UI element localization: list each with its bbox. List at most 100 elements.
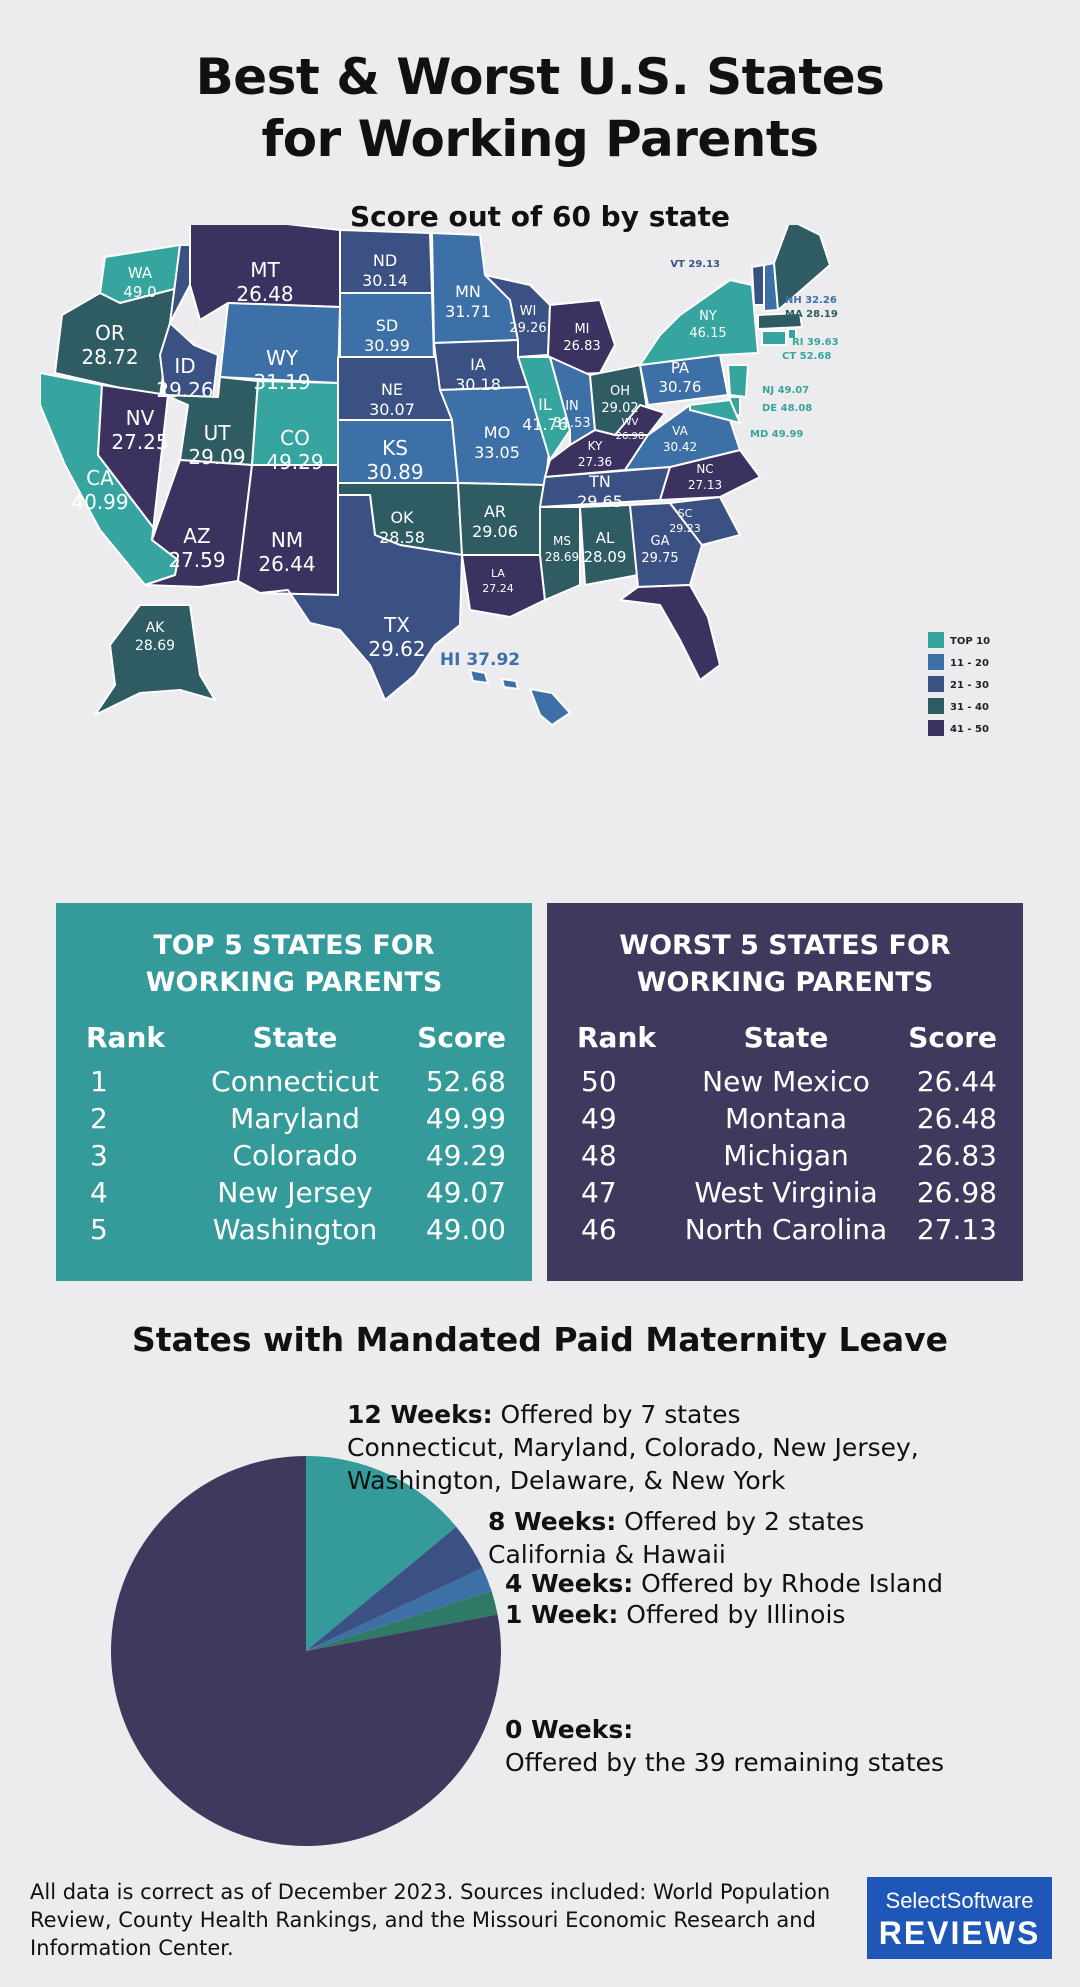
legend-label: 41 - 50 — [950, 724, 989, 735]
rank-cell: 50 — [581, 1065, 617, 1098]
state-fl — [619, 584, 721, 681]
maternity-title: States with Mandated Paid Maternity Leav… — [131, 1320, 949, 1359]
page-title: Best & Worst U.S. States for Working Par… — [0, 46, 1080, 170]
state-score-label: 30.07 — [369, 400, 415, 419]
label-1-week: 1 Week: Offered by Illinois — [505, 1598, 845, 1631]
table-row: 48 Michigan 26.83 — [547, 1139, 1023, 1176]
state-abbr-label: NY — [699, 309, 717, 324]
state-score-label: 31.19 — [253, 370, 310, 394]
rank-cell: 49 — [581, 1102, 617, 1135]
state-abbr-label: NM — [271, 528, 303, 552]
state-abbr-label: AK — [146, 620, 166, 636]
state-ga — [629, 502, 703, 588]
state-score-label: 29.02 — [601, 401, 638, 416]
label-12-weeks: 12 Weeks: Offered by 7 states Connecticu… — [347, 1398, 919, 1497]
state-abbr-label: GA — [651, 534, 670, 549]
table-row: 2 Maryland 49.99 — [56, 1102, 532, 1139]
table-row: 47 West Virginia 26.98 — [547, 1176, 1023, 1213]
state-score-label: 29.65 — [577, 492, 623, 511]
state-abbr-label: KS — [382, 436, 408, 460]
state-score-label: 28.69 — [135, 638, 175, 654]
table-header: Rank State Score — [56, 1021, 532, 1065]
score-cell: 26.48 — [916, 1102, 997, 1135]
score-cell: 49.00 — [425, 1213, 506, 1246]
top-5-title-line-1: TOP 5 STATES FOR — [153, 930, 435, 961]
state-score-label: 27.36 — [578, 455, 612, 469]
state-abbr-label: WV — [622, 417, 639, 428]
state-score-label: 41.76 — [522, 415, 568, 434]
state-score-label: 49.0 — [123, 283, 156, 301]
state-abbr-label: KY — [588, 439, 603, 453]
state-cell: Montana — [724, 1102, 848, 1135]
state-score-label: 27.13 — [688, 478, 722, 492]
state-ma — [757, 312, 803, 330]
title-line-1: Best & Worst U.S. States — [195, 48, 885, 106]
worst-5-title: WORST 5 STATES FOR WORKING PARENTS — [547, 927, 1023, 1001]
state-abbr-label: AL — [596, 529, 615, 547]
label-4-weeks-bold: 4 Weeks: — [505, 1569, 634, 1598]
state-abbr-label: OK — [390, 508, 414, 527]
state-nj — [727, 364, 749, 398]
worst-5-table: Rank State Score 50 New Mexico 26.44 49 Mont… — [547, 1021, 1023, 1250]
legend-label: 21 - 30 — [950, 680, 989, 691]
rank-cell: 5 — [90, 1213, 108, 1246]
state-score-label: 28.58 — [379, 528, 425, 547]
rank-cell: 46 — [581, 1213, 617, 1246]
score-header: Score — [908, 1021, 997, 1054]
score-cell: 49.29 — [425, 1139, 506, 1172]
state-hi — [469, 669, 571, 726]
label-4-weeks-text: Offered by Rhode Island — [633, 1569, 944, 1598]
state-abbr-label: IA — [470, 355, 486, 374]
state-score-label: 30.42 — [663, 440, 697, 454]
table-row: 4 New Jersey 49.07 — [56, 1176, 532, 1213]
state-score-label: 26.83 — [563, 339, 600, 354]
label-12-weeks-text: Offered by 7 states — [492, 1400, 741, 1429]
pie-slice-12-weeks — [306, 1456, 457, 1651]
state-score-label: 29.62 — [368, 637, 425, 661]
state-md — [689, 399, 741, 424]
legend-swatch — [928, 632, 944, 648]
score-cell: 26.44 — [916, 1065, 997, 1098]
state-score-label: 31.53 — [553, 416, 590, 431]
state-header: State — [252, 1021, 338, 1054]
legend-swatch — [928, 698, 944, 714]
select-software-reviews-logo: SelectSoftware REVIEWS — [867, 1877, 1052, 1959]
state-score-label: 33.05 — [474, 443, 520, 462]
state-abbr-label: TX — [383, 613, 410, 637]
state-abbr-label: ND — [373, 251, 397, 270]
state-cell: Washington — [212, 1213, 378, 1246]
label-8-weeks: 8 Weeks: Offered by 2 states California … — [488, 1505, 864, 1571]
state-callout-label: MA 28.19 — [785, 309, 838, 320]
state-abbr-label: SC — [678, 507, 693, 520]
label-0-weeks: 0 Weeks: Offered by the 39 remaining sta… — [505, 1713, 944, 1779]
rank-cell: 3 — [90, 1139, 108, 1172]
legend-swatch — [928, 654, 944, 670]
label-0-weeks-line2: Offered by the 39 remaining states — [505, 1748, 945, 1777]
state-cell: New Mexico — [702, 1065, 870, 1098]
score-cell: 27.13 — [916, 1213, 997, 1246]
state-score-label: 28.69 — [545, 550, 579, 564]
table-row: 1 Connecticut 52.68 — [56, 1065, 532, 1102]
state-callout-label: MD 49.99 — [750, 429, 803, 440]
state-abbr-label: WA — [128, 264, 153, 282]
worst-5-title-line-2: WORKING PARENTS — [636, 967, 934, 998]
label-1-week-bold: 1 Week: — [505, 1600, 619, 1629]
state-cell: Colorado — [232, 1139, 358, 1172]
state-ny — [639, 279, 759, 366]
state-abbr-label: OH — [610, 384, 630, 399]
state-abbr-label: MN — [455, 282, 481, 301]
rank-cell: 1 — [90, 1065, 108, 1098]
state-ct — [761, 330, 787, 346]
worst-5-title-line-1: WORST 5 STATES FOR — [619, 930, 951, 961]
state-abbr-label: VA — [672, 424, 688, 438]
state-abbr-label: IN — [565, 399, 579, 414]
us-map: WA 49.0 OR 28.72 CA 40.99 ID 29.26 NV 27.25 MT 26.4… — [40, 225, 1040, 885]
pie-slice-4-weeks — [306, 1567, 492, 1651]
rank-cell: 48 — [581, 1139, 617, 1172]
state-abbr-label: ID — [174, 354, 195, 378]
state-abbr-label: MO — [484, 423, 510, 442]
rank-cell: 47 — [581, 1176, 617, 1209]
sources-footnote: All data is correct as of December 2023.… — [30, 1880, 831, 1960]
state-score-label: 31.71 — [445, 302, 491, 321]
state-abbr-label: TN — [588, 472, 611, 491]
